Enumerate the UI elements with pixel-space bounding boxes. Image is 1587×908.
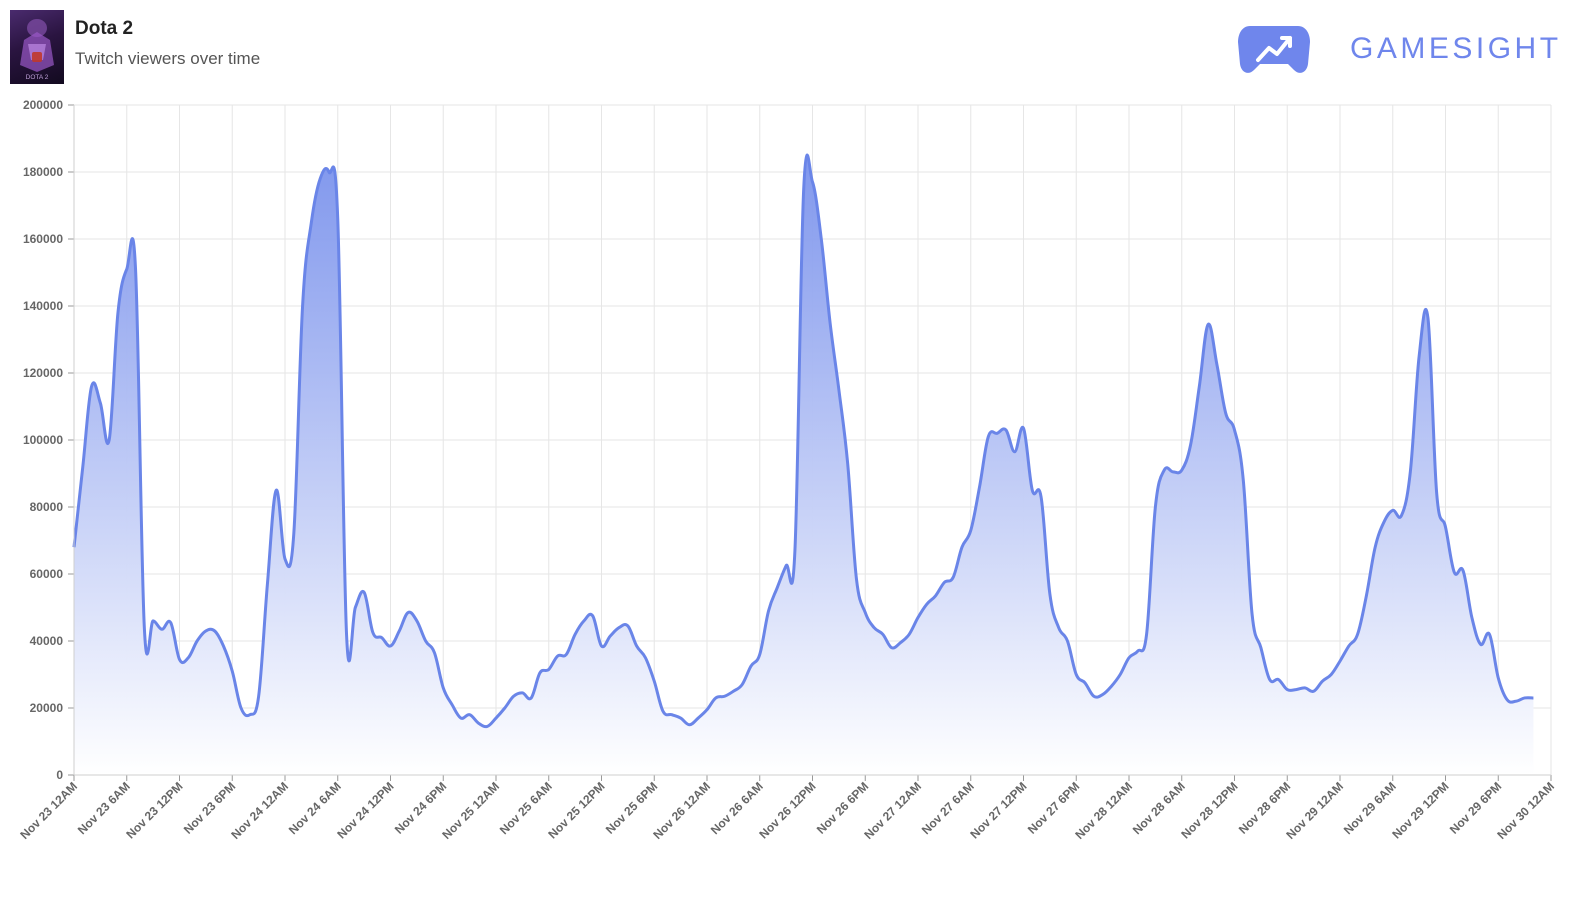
y-tick-label: 140000 bbox=[23, 299, 63, 313]
x-tick-label: Nov 27 6AM bbox=[919, 779, 977, 837]
chart-subtitle: Twitch viewers over time bbox=[75, 49, 261, 68]
x-tick-label: Nov 23 6PM bbox=[181, 779, 239, 837]
thumbnail-caption: DOTA 2 bbox=[26, 74, 49, 81]
x-tick-label: Nov 23 12PM bbox=[123, 779, 185, 841]
series-area bbox=[72, 153, 1534, 775]
dota2-cover-icon: DOTA 2 bbox=[10, 10, 64, 84]
x-tick-label: Nov 25 6PM bbox=[603, 779, 661, 837]
x-tick-label: Nov 28 12PM bbox=[1178, 779, 1240, 841]
series-fill bbox=[74, 155, 1534, 775]
x-tick-label: Nov 26 6PM bbox=[814, 779, 872, 837]
x-tick-label: Nov 24 6PM bbox=[392, 779, 450, 837]
brand-name: GAMESIGHT bbox=[1350, 32, 1562, 65]
viewers-chart: 0 20000 40000 60000 80000 100000 120000 140000 1… bbox=[17, 98, 1557, 842]
x-tick-label: Nov 29 6AM bbox=[1341, 779, 1399, 837]
y-tick-label: 100000 bbox=[23, 433, 63, 447]
x-tick-label: Nov 26 12PM bbox=[756, 779, 818, 841]
x-tick-label: Nov 24 6AM bbox=[286, 779, 344, 837]
y-tick-label: 160000 bbox=[23, 232, 63, 246]
y-tick-label: 120000 bbox=[23, 366, 63, 380]
x-tick-label: Nov 28 6AM bbox=[1130, 779, 1188, 837]
y-tick-label: 180000 bbox=[23, 165, 63, 179]
y-tick-label: 0 bbox=[56, 768, 63, 782]
gamesight-gamepad-icon bbox=[1238, 26, 1310, 73]
x-tick-label: Nov 24 12PM bbox=[334, 779, 396, 841]
y-tick-label: 80000 bbox=[30, 500, 64, 514]
x-tick-label: Nov 26 6AM bbox=[708, 779, 766, 837]
x-tick-label: Nov 23 12AM bbox=[17, 779, 80, 842]
chart-header: DOTA 2 Dota 2 Twitch viewers over time G… bbox=[0, 0, 1587, 92]
y-tick-label: 60000 bbox=[30, 567, 64, 581]
y-tick-label: 20000 bbox=[30, 701, 64, 715]
y-tick-label: 200000 bbox=[23, 98, 63, 112]
y-tick-label: 40000 bbox=[30, 634, 64, 648]
chart-area: 0 20000 40000 60000 80000 100000 120000 140000 1… bbox=[0, 92, 1587, 903]
x-tick-label: Nov 25 12PM bbox=[545, 779, 607, 841]
x-tick-label: Nov 29 6PM bbox=[1447, 779, 1505, 837]
x-tick-label: Nov 25 6AM bbox=[497, 779, 555, 837]
x-tick-label: Nov 23 6AM bbox=[75, 779, 133, 837]
x-tick-label: Nov 27 12PM bbox=[967, 779, 1029, 841]
y-axis: 0 20000 40000 60000 80000 100000 120000 140000 1… bbox=[23, 98, 75, 782]
x-tick-label: Nov 29 12PM bbox=[1389, 779, 1451, 841]
series-line bbox=[72, 153, 1534, 729]
game-title: Dota 2 bbox=[75, 18, 134, 39]
x-tick-label: Nov 28 6PM bbox=[1236, 779, 1294, 837]
x-tick-label: Nov 27 6PM bbox=[1025, 779, 1083, 837]
